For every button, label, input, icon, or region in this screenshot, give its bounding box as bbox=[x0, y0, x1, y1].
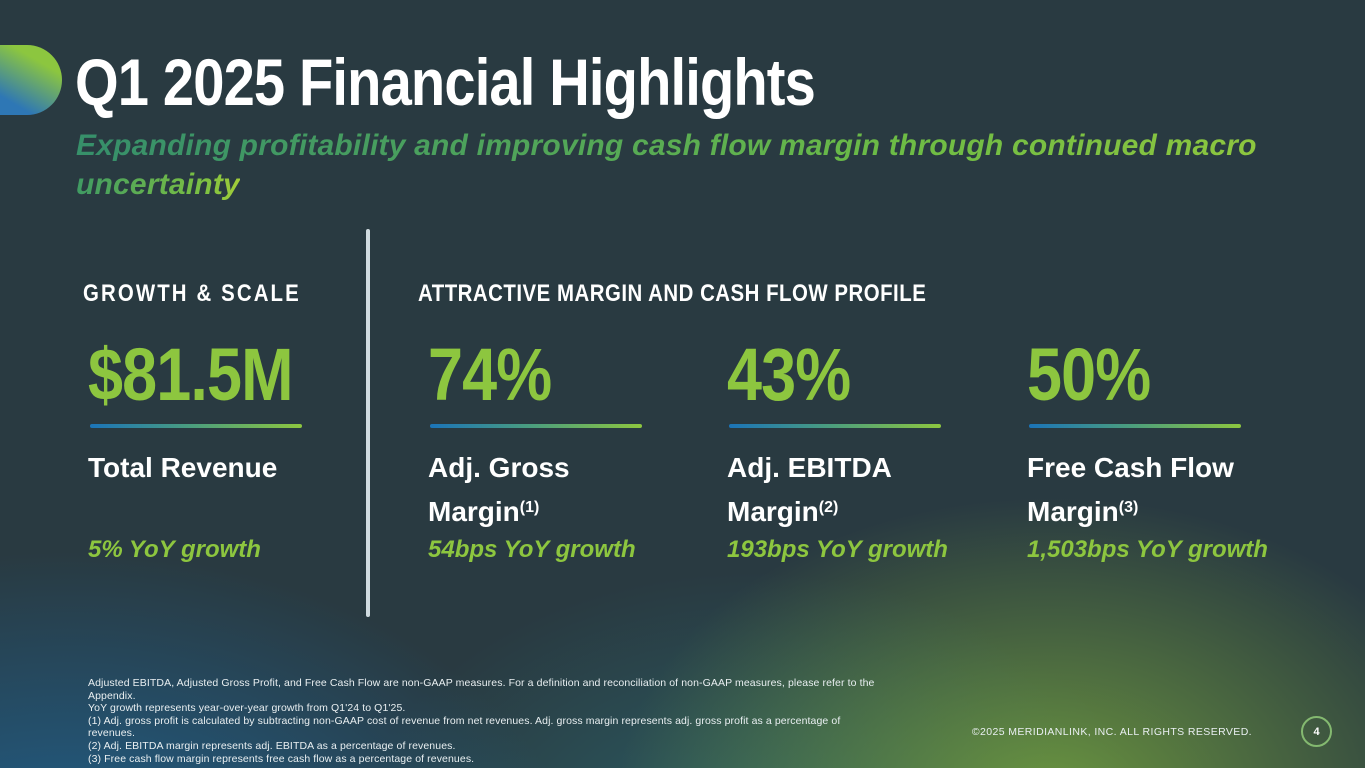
footnote-ref: (2) bbox=[818, 499, 839, 516]
metric-value: 43% bbox=[727, 333, 851, 416]
metric-label-line2: Margin bbox=[727, 496, 819, 527]
subtitle-line-1: Expanding profitability and improving ca… bbox=[76, 126, 1257, 165]
metric-adj-gross-margin: 74% Adj. Gross Margin(1) 54bps YoY growt… bbox=[428, 338, 728, 578]
footnotes: Adjusted EBITDA, Adjusted Gross Profit, … bbox=[88, 677, 878, 765]
metric-label: Adj. Gross Margin(1) bbox=[428, 448, 570, 532]
metric-growth: 1,503bps YoY growth bbox=[1027, 536, 1268, 563]
gradient-rule bbox=[430, 424, 642, 428]
metric-growth: 5% YoY growth bbox=[88, 536, 261, 563]
copyright-notice: ©2025 MERIDIANLINK, INC. ALL RIGHTS RESE… bbox=[971, 726, 1252, 738]
footnote-line: Adjusted EBITDA, Adjusted Gross Profit, … bbox=[88, 677, 875, 702]
metric-label: Free Cash Flow Margin(3) bbox=[1027, 448, 1234, 532]
metric-label-line1: Free Cash Flow bbox=[1027, 452, 1234, 483]
metric-total-revenue: $81.5M Total Revenue 5% YoY growth bbox=[88, 338, 388, 578]
gradient-rule bbox=[90, 424, 302, 428]
subtitle-line-2: uncertainty bbox=[76, 165, 240, 204]
growth-scale-heading: GROWTH & SCALE bbox=[83, 280, 301, 307]
metric-label-line1: Adj. EBITDA bbox=[727, 452, 892, 483]
slide-title: Q1 2025 Financial Highlights bbox=[75, 45, 816, 119]
metric-value: 50% bbox=[1027, 333, 1151, 416]
page-number-badge: 4 bbox=[1301, 716, 1332, 747]
metric-growth: 193bps YoY growth bbox=[727, 536, 948, 563]
metric-growth: 54bps YoY growth bbox=[428, 536, 636, 563]
margin-profile-heading: ATTRACTIVE MARGIN AND CASH FLOW PROFILE bbox=[418, 280, 927, 307]
gradient-rule bbox=[1029, 424, 1241, 428]
slide-subtitle: Expanding profitability and improving ca… bbox=[76, 126, 1257, 204]
page-number: 4 bbox=[1313, 725, 1320, 738]
footnote-line: YoY growth represents year-over-year gro… bbox=[88, 702, 406, 715]
metric-label: Total Revenue bbox=[88, 448, 277, 488]
footnote-ref: (3) bbox=[1118, 499, 1139, 516]
footnote-line: (3) Free cash flow margin represents fre… bbox=[88, 752, 475, 765]
brand-logo-mark bbox=[0, 45, 62, 115]
metric-free-cash-flow-margin: 50% Free Cash Flow Margin(3) 1,503bps Yo… bbox=[1027, 338, 1327, 578]
metric-label-line1: Adj. Gross bbox=[428, 452, 570, 483]
footnote-ref: (1) bbox=[519, 499, 540, 516]
footnote-line: (2) Adj. EBITDA margin represents adj. E… bbox=[88, 739, 456, 752]
vertical-divider bbox=[366, 229, 370, 617]
metric-label-text: Total Revenue bbox=[88, 452, 278, 483]
metric-label-line2: Margin bbox=[428, 496, 520, 527]
metric-value: 74% bbox=[428, 333, 552, 416]
metric-label-line2: Margin bbox=[1027, 496, 1119, 527]
metric-label: Adj. EBITDA Margin(2) bbox=[727, 448, 892, 532]
metric-value: $81.5M bbox=[88, 333, 294, 416]
footnote-line: (1) Adj. gross profit is calculated by s… bbox=[88, 714, 841, 740]
metric-adj-ebitda-margin: 43% Adj. EBITDA Margin(2) 193bps YoY gro… bbox=[727, 338, 1027, 578]
gradient-rule bbox=[729, 424, 941, 428]
